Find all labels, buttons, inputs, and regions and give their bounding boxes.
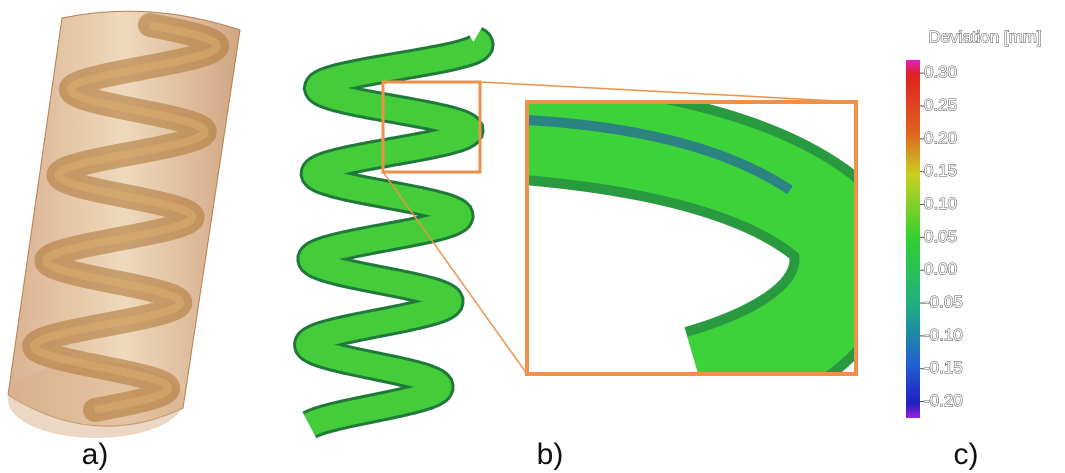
colorbar-tick-label: 0.30: [924, 63, 957, 82]
panel-label: a): [82, 438, 109, 471]
panel-label: b): [537, 438, 564, 471]
colorbar-tick-label: -0.10: [924, 325, 963, 344]
colorbar-tick-label: 0.15: [924, 161, 957, 180]
colorbar-tick-label: -0.05: [924, 293, 963, 312]
colorbar-tick-label: 0.00: [924, 260, 957, 279]
colorbar-tick-label: 0.20: [924, 128, 957, 147]
figure: Deviation [mm] a) b) c) 0.30 0.25 0.20 0.15…: [0, 0, 1065, 473]
cylinder-illustration: [8, 11, 240, 438]
colorbar-title: Deviation [mm]: [928, 27, 1041, 46]
colorbar-tick-label: 0.10: [924, 194, 957, 213]
colorbar: [906, 60, 920, 418]
colorbar-tick-label: -0.15: [924, 358, 963, 377]
panel-label: c): [954, 438, 979, 471]
helix-illustration: [308, 40, 479, 425]
colorbar-tick-label: -0.20: [924, 391, 963, 410]
colorbar-tick-label: 0.05: [924, 227, 957, 246]
colorbar-tick-label: 0.25: [924, 95, 957, 114]
